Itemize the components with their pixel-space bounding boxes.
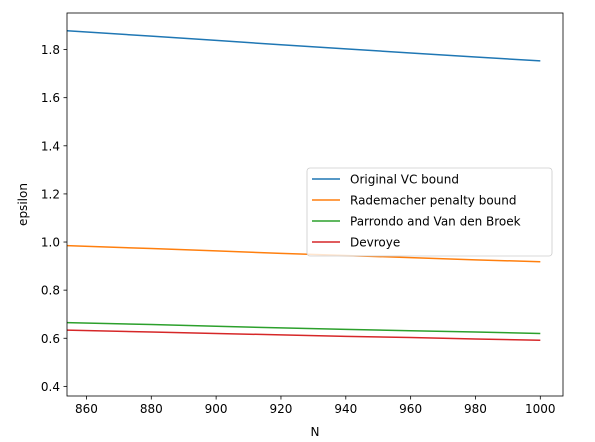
x-tick-label: 940 [334,402,357,416]
x-axis-label: N [311,425,320,439]
legend-box [306,167,553,257]
plot-frame [66,12,564,397]
x-tick-label: 900 [205,402,228,416]
legend-entry-label: Original VC bound [350,173,459,187]
series-line-4 [67,329,541,341]
x-tick-label: 860 [75,402,98,416]
legend-entry-label: Rademacher penalty bound [350,194,517,208]
y-tick-label: 0.6 [41,332,60,346]
y-tick-label: 1.8 [41,43,60,57]
legend-entry-label: Devroye [350,236,400,250]
x-tick-label: 920 [270,402,293,416]
x-tick-label: 1000 [525,402,556,416]
y-tick-label: 1.6 [41,91,60,105]
series-line-1 [67,30,541,62]
y-tick-label: 0.4 [41,380,60,394]
y-tick-label: 1.2 [41,187,60,201]
y-tick-label: 1.4 [41,139,60,153]
x-tick-label: 980 [464,402,487,416]
legend-entry-label: Parrondo and Van den Broek [350,215,521,229]
x-tick-label: 960 [399,402,422,416]
legend: Original VC bound Rademacher penalty boun… [306,167,553,257]
y-axis-label: epsilon [16,183,30,226]
y-tick-label: 1.0 [41,236,60,250]
series-line-3 [67,321,541,335]
x-axis: 860 880 900 920 940 960 980 1000 [75,396,556,416]
y-axis: 0.4 0.6 0.8 1.0 1.2 1.4 1.6 1.8 [41,43,67,394]
lines-layer [67,30,541,341]
x-tick-label: 880 [140,402,163,416]
y-tick-label: 0.8 [41,284,60,298]
